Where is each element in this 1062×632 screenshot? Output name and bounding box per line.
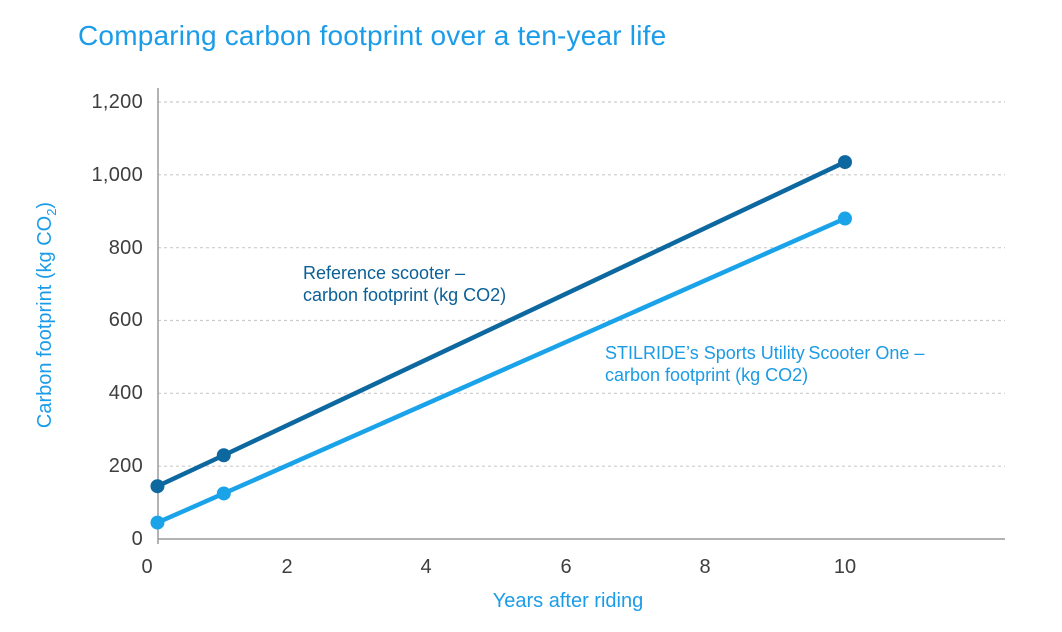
- reference-data-point: [150, 479, 165, 494]
- x-tick-label: 10: [833, 556, 857, 578]
- y-tick-label: 1,000: [91, 164, 143, 186]
- y-tick-label: 1,200: [91, 91, 143, 113]
- stilride-data-point: [216, 486, 231, 501]
- y-tick-label: 400: [108, 382, 143, 404]
- stilride-data-point: [838, 211, 852, 226]
- y-axis-title-subscript: 2: [44, 208, 59, 216]
- stilride-series-label-line2: carbon footprint (kg CO2): [605, 365, 809, 385]
- x-tick-label: 0: [141, 556, 153, 578]
- reference-data-point: [838, 155, 852, 170]
- y-axis-title-close: ): [34, 201, 56, 209]
- chart-title: Comparing carbon footprint over a ten-ye…: [78, 20, 667, 51]
- x-tick-label: 8: [699, 556, 711, 578]
- y-tick-label: 0: [131, 528, 143, 550]
- y-axis-title-text: Carbon footprint (kg CO: [34, 215, 56, 429]
- reference-series-label-line2: carbon footprint (kg CO2): [303, 285, 507, 305]
- reference-series-label-line1: Reference scooter –: [303, 263, 466, 283]
- reference-series-label: Reference scooter – carbon footprint (kg…: [303, 262, 506, 306]
- x-tick-label: 4: [420, 556, 432, 578]
- y-tick-label: 600: [108, 309, 143, 331]
- x-axis-title: Years after riding: [492, 590, 644, 612]
- y-tick-label: 800: [108, 237, 143, 259]
- stilride-series-label: STILRIDE’s Sports Utility Scooter One – …: [605, 342, 924, 386]
- reference-data-point: [216, 448, 231, 463]
- y-tick-label: 200: [108, 455, 143, 477]
- y-axis-title: Carbon footprint (kg CO2): [34, 95, 62, 535]
- stilride-data-point: [150, 515, 165, 530]
- stilride-series-label-line1: STILRIDE’s Sports Utility Scooter One –: [605, 343, 925, 363]
- reference-line: [155, 159, 848, 489]
- x-tick-label: 2: [281, 556, 293, 578]
- x-tick-label: 6: [560, 556, 572, 578]
